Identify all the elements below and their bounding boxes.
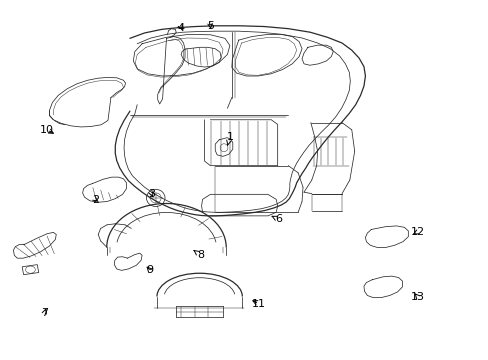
Text: 9: 9 xyxy=(145,265,153,275)
Text: 8: 8 xyxy=(194,250,204,260)
Text: 4: 4 xyxy=(177,23,184,33)
Text: 1: 1 xyxy=(226,132,233,145)
Text: 11: 11 xyxy=(252,299,265,309)
Text: 2: 2 xyxy=(92,195,99,205)
Text: 10: 10 xyxy=(40,125,54,135)
Text: 12: 12 xyxy=(410,227,424,237)
Text: 5: 5 xyxy=(206,21,213,31)
Text: 3: 3 xyxy=(148,189,155,199)
Text: 7: 7 xyxy=(41,308,48,318)
Text: 6: 6 xyxy=(271,215,282,224)
Text: 13: 13 xyxy=(410,292,424,302)
